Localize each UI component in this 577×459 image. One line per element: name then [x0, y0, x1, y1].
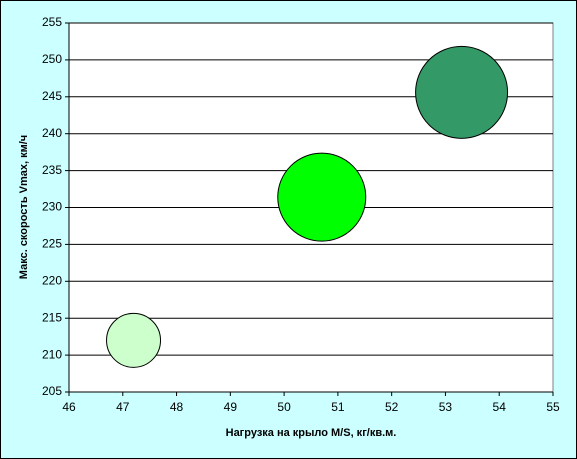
- x-axis-title: Нагрузка на крыло M/S, кг/кв.м.: [226, 427, 397, 439]
- x-tick-label: 51: [331, 400, 345, 414]
- x-tick-label: 49: [224, 400, 238, 414]
- y-tick-label: 255: [42, 15, 62, 29]
- y-tick-label: 250: [42, 52, 62, 66]
- y-axis-title: Макс. скорость Vmax, км/ч: [18, 135, 30, 279]
- x-tick-label: 48: [170, 400, 184, 414]
- x-tick-label: 46: [62, 400, 76, 414]
- x-tick-label: 54: [493, 400, 507, 414]
- y-tick-label: 205: [42, 384, 62, 398]
- y-tick-label: 230: [42, 200, 62, 214]
- bubble: [106, 312, 162, 368]
- x-tick-label: 50: [277, 400, 291, 414]
- bubble: [415, 45, 509, 139]
- y-tick-label: 225: [42, 237, 62, 251]
- x-tick-label: 53: [439, 400, 453, 414]
- x-tick-label: 47: [116, 400, 130, 414]
- y-tick-label: 235: [42, 163, 62, 177]
- y-tick-label: 215: [42, 310, 62, 324]
- y-tick-label: 240: [42, 126, 62, 140]
- x-tick-label: 52: [385, 400, 399, 414]
- y-tick-label: 210: [42, 347, 62, 361]
- y-tick-label: 220: [42, 273, 62, 287]
- bubble: [277, 152, 367, 242]
- x-tick-label: 55: [546, 400, 560, 414]
- y-tick-label: 245: [42, 89, 62, 103]
